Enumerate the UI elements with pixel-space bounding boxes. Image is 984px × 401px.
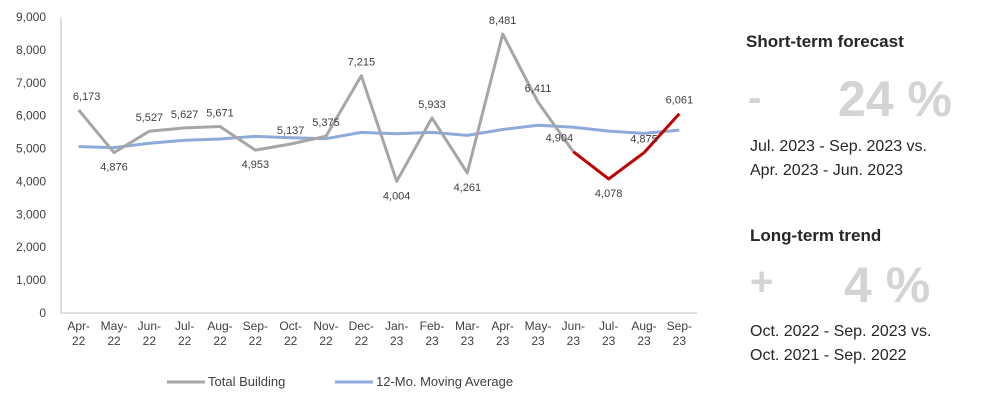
data-label: 6,061 — [666, 95, 694, 107]
x-tick-label: 23 — [390, 334, 404, 348]
y-tick-label: 1,000 — [16, 273, 46, 287]
x-tick-label: Feb- — [420, 319, 445, 333]
x-tick-label: Jul- — [599, 319, 618, 333]
x-tick-label: Aug- — [631, 319, 656, 333]
short-term-heading: Short-term forecast — [746, 32, 904, 51]
x-tick-label: Sep- — [667, 319, 692, 333]
data-label: 4,904 — [546, 133, 574, 145]
data-label: 5,375 — [312, 117, 340, 129]
data-label: 4,078 — [595, 188, 623, 200]
y-tick-label: 3,000 — [16, 207, 46, 221]
total-building-line — [77, 32, 575, 183]
x-tick-label: May- — [101, 319, 128, 333]
x-tick-label: 23 — [461, 334, 475, 348]
data-label: 7,215 — [348, 57, 376, 69]
data-label: 4,004 — [383, 190, 411, 202]
short-term-period-1: Jul. 2023 - Sep. 2023 vs. — [750, 138, 927, 155]
x-tick-label: Jan- — [385, 319, 408, 333]
long-term-sign: + — [750, 260, 774, 304]
x-tick-label: 23 — [637, 334, 651, 348]
data-label: 5,137 — [277, 125, 305, 137]
x-tick-label: May- — [525, 319, 552, 333]
x-tick-label: 22 — [143, 334, 157, 348]
x-tick-label: Apr- — [491, 319, 514, 333]
forecast-panel: Short-term forecast - 24 % Jul. 2023 - S… — [740, 0, 984, 401]
x-tick-label: Oct- — [279, 319, 302, 333]
x-tick-label: 22 — [72, 334, 86, 348]
x-tick-label: Nov- — [313, 319, 338, 333]
x-axis-categories: Apr-22May-22Jun-22Jul-22Aug-22Sep-22Oct-… — [67, 319, 692, 348]
long-term-period-2: Oct. 2021 - Sep. 2022 — [750, 347, 907, 364]
x-tick-label: Jun- — [562, 319, 585, 333]
data-label: 6,411 — [525, 83, 552, 95]
x-tick-label: Jun- — [138, 319, 161, 333]
total-building-forecast-line — [572, 112, 681, 181]
y-tick-label: 6,000 — [16, 109, 46, 123]
short-term-sign: - — [748, 76, 762, 120]
x-tick-label: 22 — [319, 334, 333, 348]
y-tick-label: 4,000 — [16, 174, 46, 188]
x-tick-label: 23 — [496, 334, 510, 348]
data-label: 5,627 — [171, 109, 199, 121]
y-tick-label: 7,000 — [16, 76, 46, 90]
line-chart: 0 1,000 2,000 3,000 4,000 5,000 6,000 7,000 8,00… — [16, 10, 697, 389]
long-term-value: 4 % — [844, 257, 931, 313]
x-tick-label: 22 — [107, 334, 121, 348]
x-tick-label: Apr- — [67, 319, 90, 333]
x-tick-label: 22 — [249, 334, 263, 348]
x-tick-label: 22 — [284, 334, 298, 348]
data-label: 5,933 — [418, 99, 446, 111]
x-tick-label: 23 — [602, 334, 616, 348]
x-tick-label: 22 — [178, 334, 192, 348]
x-tick-label: Sep- — [243, 319, 268, 333]
y-tick-label: 5,000 — [16, 142, 46, 156]
x-tick-label: 23 — [425, 334, 439, 348]
short-term-period-2: Apr. 2023 - Jun. 2023 — [750, 162, 903, 179]
data-label: 4,875 — [630, 134, 658, 146]
long-term-heading: Long-term trend — [750, 226, 882, 245]
x-tick-label: Aug- — [207, 319, 232, 333]
y-tick-label: 9,000 — [16, 10, 46, 24]
data-label: 5,671 — [206, 107, 234, 119]
y-axis-ticks: 0 1,000 2,000 3,000 4,000 5,000 6,000 7,000 8,00… — [16, 10, 46, 320]
data-label: 5,527 — [136, 112, 164, 124]
chart-legend: Total Building 12-Mo. Moving Average — [167, 374, 513, 389]
long-term-period-1: Oct. 2022 - Sep. 2023 vs. — [750, 323, 932, 340]
x-tick-label: Mar- — [455, 319, 480, 333]
x-tick-label: Jul- — [175, 319, 194, 333]
y-tick-label: 8,000 — [16, 43, 46, 57]
y-tick-label: 0 — [39, 306, 46, 320]
chart-axes — [60, 17, 697, 314]
data-label: 8,481 — [489, 15, 517, 27]
x-tick-label: 23 — [673, 334, 687, 348]
data-label: 6,173 — [73, 91, 101, 103]
chart-data-labels: 6,173 4,876 5,527 5,627 5,671 4,953 5,137 5,375… — [73, 15, 693, 202]
x-tick-label: 22 — [213, 334, 227, 348]
chart-series-lines — [77, 32, 681, 183]
x-tick-label: Dec- — [349, 319, 374, 333]
y-tick-label: 2,000 — [16, 240, 46, 254]
data-label: 4,876 — [100, 162, 128, 174]
legend-label-total-building: Total Building — [208, 374, 285, 389]
x-tick-label: 22 — [355, 334, 369, 348]
legend-label-moving-average: 12-Mo. Moving Average — [376, 374, 513, 389]
x-tick-label: 23 — [567, 334, 581, 348]
x-tick-label: 23 — [531, 334, 545, 348]
data-label: 4,953 — [242, 159, 270, 171]
short-term-value: 24 % — [838, 71, 952, 127]
data-label: 4,261 — [454, 182, 482, 194]
